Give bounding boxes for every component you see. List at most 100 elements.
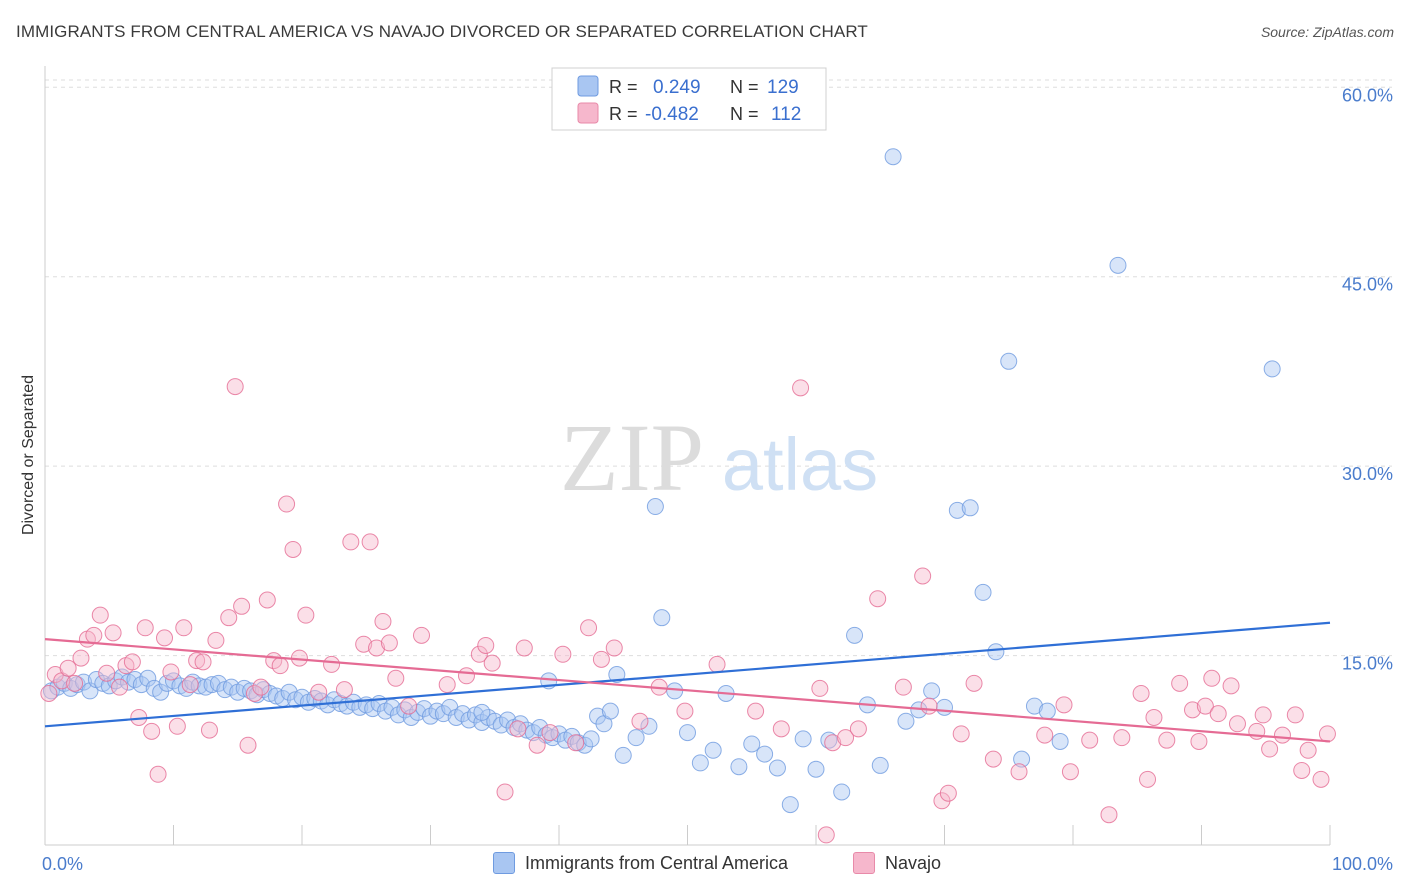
data-point-central-america	[961, 499, 979, 517]
data-point-navajo	[792, 379, 810, 397]
axes	[44, 66, 1331, 846]
x-tick-label: 0.0%	[42, 854, 83, 874]
data-point-navajo	[894, 678, 912, 696]
y-tick-label: 15.0%	[1342, 654, 1393, 674]
bottom-legend-swatch-blue	[493, 852, 515, 874]
data-point-central-america	[203, 676, 221, 694]
data-point-navajo	[1132, 684, 1150, 702]
data-point-central-america	[871, 756, 889, 774]
data-point-navajo	[355, 635, 373, 653]
data-point-navajo	[920, 697, 938, 715]
bottom-legend-label-1: Immigrants from Central America	[525, 852, 789, 873]
data-point-navajo	[1145, 708, 1163, 726]
data-point-central-america	[1013, 750, 1031, 768]
data-point-navajo	[361, 533, 379, 551]
data-point-navajo	[1061, 763, 1079, 781]
data-point-central-america	[781, 796, 799, 814]
trend-line-central-america	[44, 621, 1331, 728]
data-point-central-america	[987, 643, 1005, 661]
trend-lines	[44, 621, 1331, 743]
data-point-navajo	[914, 567, 932, 585]
data-point-navajo	[226, 378, 244, 396]
data-point-navajo	[470, 645, 488, 663]
y-tick-label: 60.0%	[1342, 85, 1393, 105]
data-point-navajo	[939, 784, 957, 802]
data-point-navajo	[258, 591, 276, 609]
data-point-central-america	[653, 609, 671, 627]
data-point-navajo	[1299, 741, 1317, 759]
data-point-central-america	[473, 703, 491, 721]
data-point-navajo	[509, 720, 527, 738]
data-point-central-america	[640, 717, 658, 735]
x-tick-labels: 0.0% 100.0%	[42, 854, 1393, 874]
data-point-navajo	[91, 606, 109, 624]
data-point-navajo	[515, 639, 533, 657]
data-point-navajo	[323, 655, 341, 673]
data-point-navajo	[567, 734, 585, 752]
data-point-central-america	[1038, 702, 1056, 720]
data-point-central-america	[1051, 732, 1069, 750]
watermark-atlas: atlas	[722, 423, 878, 506]
legend-n-value-1: 129	[767, 77, 799, 98]
data-point-central-america	[691, 754, 709, 772]
data-point-navajo	[984, 750, 1002, 768]
data-point-navajo	[239, 736, 257, 754]
data-point-central-america	[807, 760, 825, 778]
legend-swatch-pink	[577, 102, 599, 124]
data-point-central-america	[666, 682, 684, 700]
data-point-navajo	[528, 736, 546, 754]
data-point-navajo	[66, 674, 84, 692]
data-point-central-america	[756, 745, 774, 763]
data-point-navajo	[1190, 732, 1208, 750]
data-point-navajo	[1081, 731, 1099, 749]
data-point-navajo	[413, 626, 431, 644]
data-point-central-america	[646, 498, 664, 516]
data-point-navajo	[1293, 761, 1311, 779]
data-point-central-america	[614, 746, 632, 764]
data-point-central-america	[132, 676, 150, 694]
data-point-navajo	[869, 590, 887, 608]
data-point-navajo	[1261, 740, 1279, 758]
data-point-navajo	[1318, 725, 1336, 743]
data-point-navajo	[952, 725, 970, 743]
legend-box: R = 0.249 N = 129 R = -0.482 N = 112	[551, 67, 827, 131]
data-point-navajo	[1113, 729, 1131, 747]
data-point-navajo	[156, 629, 174, 647]
data-point-central-america	[550, 725, 568, 743]
data-point-navajo	[310, 683, 328, 701]
data-point-navajo	[271, 657, 289, 675]
data-point-navajo	[1158, 731, 1176, 749]
bottom-legend-swatch-pink	[853, 852, 875, 874]
gridlines	[45, 79, 1392, 657]
chart-title: IMMIGRANTS FROM CENTRAL AMERICA VS NAVAJ…	[16, 22, 868, 41]
y-tick-label: 45.0%	[1342, 275, 1393, 295]
data-point-central-america	[454, 705, 472, 723]
data-point-navajo	[1273, 726, 1291, 744]
data-point-navajo	[1184, 701, 1202, 719]
data-point-central-america	[743, 735, 761, 753]
data-point-navajo	[181, 676, 199, 694]
data-point-navajo	[580, 619, 598, 637]
watermark: ZIP atlas	[560, 404, 878, 511]
data-point-navajo	[438, 676, 456, 694]
data-point-central-america	[139, 669, 157, 687]
legend-r-value-2: -0.482	[645, 104, 699, 125]
legend-n-label-1: N =	[730, 77, 759, 97]
data-point-navajo	[1196, 697, 1214, 715]
legend-n-label-2: N =	[730, 104, 759, 124]
data-point-central-america	[1025, 697, 1043, 715]
data-point-central-america	[190, 677, 208, 695]
y-axis-label: Divorced or Separated	[20, 375, 37, 535]
data-point-navajo	[104, 624, 122, 642]
data-point-navajo	[207, 631, 225, 649]
trend-line-navajo	[44, 638, 1331, 743]
data-point-navajo	[1100, 806, 1118, 824]
data-point-navajo	[194, 653, 212, 671]
data-point-central-america	[846, 626, 864, 644]
data-point-central-america	[1109, 256, 1127, 274]
data-point-central-america	[884, 148, 902, 166]
data-point-navajo	[1312, 770, 1330, 788]
data-point-navajo	[297, 606, 315, 624]
data-point-navajo	[220, 609, 238, 627]
